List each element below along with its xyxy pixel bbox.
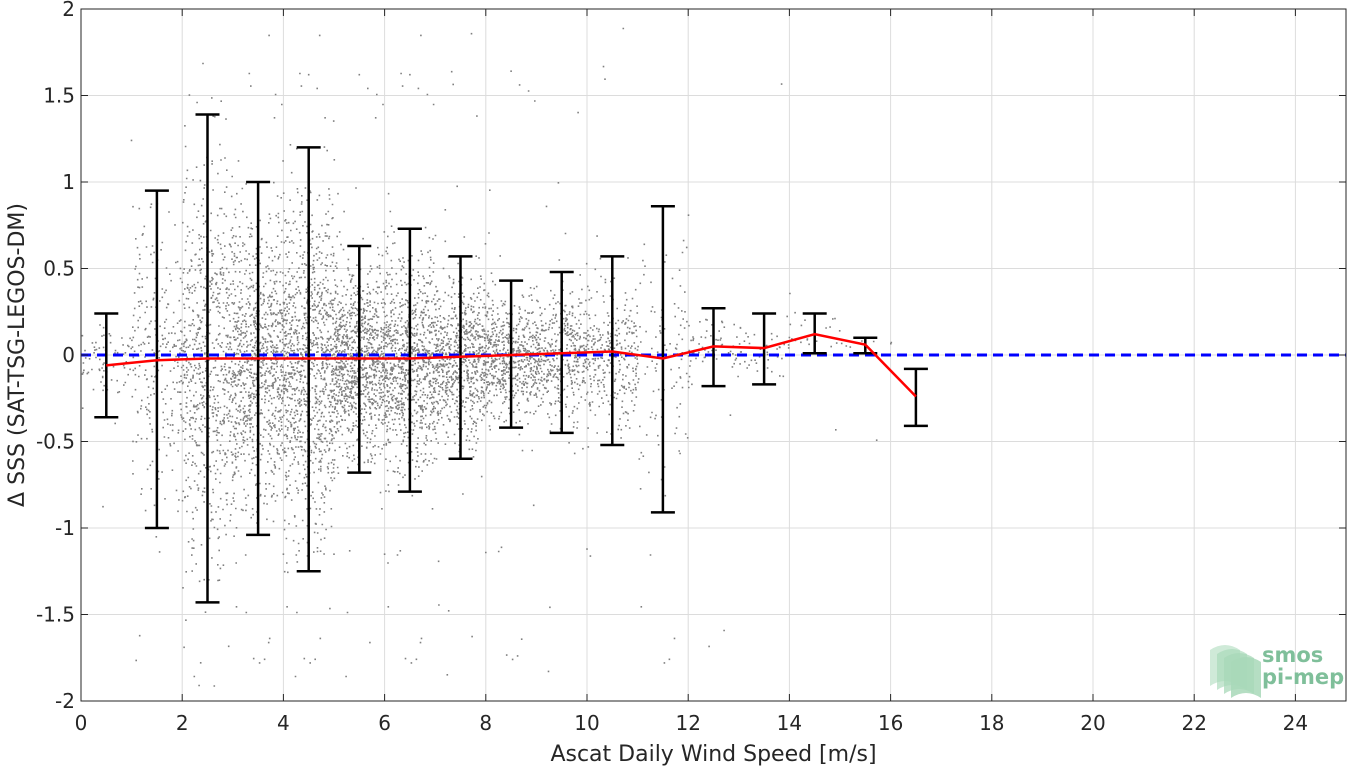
- logo-text-smos: smos: [1262, 643, 1323, 667]
- x-tick-label: 20: [1080, 711, 1105, 735]
- y-tick-label: 2: [62, 0, 75, 21]
- x-axis-label: Ascat Daily Wind Speed [m/s]: [550, 742, 876, 767]
- smos-pi-mep-logo: smos pi-mep: [1210, 643, 1344, 698]
- y-tick-label: 1.5: [43, 84, 75, 108]
- y-tick-label: -2: [55, 689, 75, 713]
- y-tick-label: 1: [62, 170, 75, 194]
- binned-mean-line: [106, 332, 917, 398]
- logo-tiles-icon: [1210, 645, 1261, 698]
- y-tick-label: 0.5: [43, 257, 75, 281]
- x-tick-label: 0: [75, 711, 88, 735]
- mean-line: [106, 332, 917, 398]
- x-axis-ticks: 0 2 4 6 8 10 12 14 16 18 20 22 24: [75, 9, 1308, 735]
- y-tick-label: -0.5: [36, 430, 75, 454]
- y-tick-label: -1.5: [36, 603, 75, 627]
- y-tick-label: -1: [55, 516, 75, 540]
- error-bar: [397, 227, 422, 493]
- y-axis-ticks: 2 1.5 1 0.5 0 -0.5 -1 -1.5 -2: [36, 0, 1346, 713]
- x-tick-label: 4: [277, 711, 290, 735]
- x-tick-label: 8: [479, 711, 492, 735]
- y-tick-label: 0: [62, 343, 75, 367]
- x-tick-label: 14: [777, 711, 802, 735]
- x-tick-label: 6: [378, 711, 391, 735]
- scatter-points: [81, 27, 893, 687]
- x-tick-label: 24: [1283, 711, 1308, 735]
- x-tick-label: 16: [878, 711, 903, 735]
- error-bar: [903, 367, 928, 428]
- x-tick-label: 2: [176, 711, 189, 735]
- x-tick-label: 22: [1181, 711, 1206, 735]
- x-tick-label: 12: [675, 711, 700, 735]
- x-tick-label: 10: [574, 711, 599, 735]
- x-tick-label: 18: [979, 711, 1004, 735]
- y-axis-label: Δ SSS (SAT-TSG-LEGOS-DM): [5, 203, 30, 507]
- scatter-cloud: [81, 27, 893, 687]
- logo-tile: [1231, 657, 1261, 698]
- logo-text-pi-mep: pi-mep: [1262, 665, 1344, 689]
